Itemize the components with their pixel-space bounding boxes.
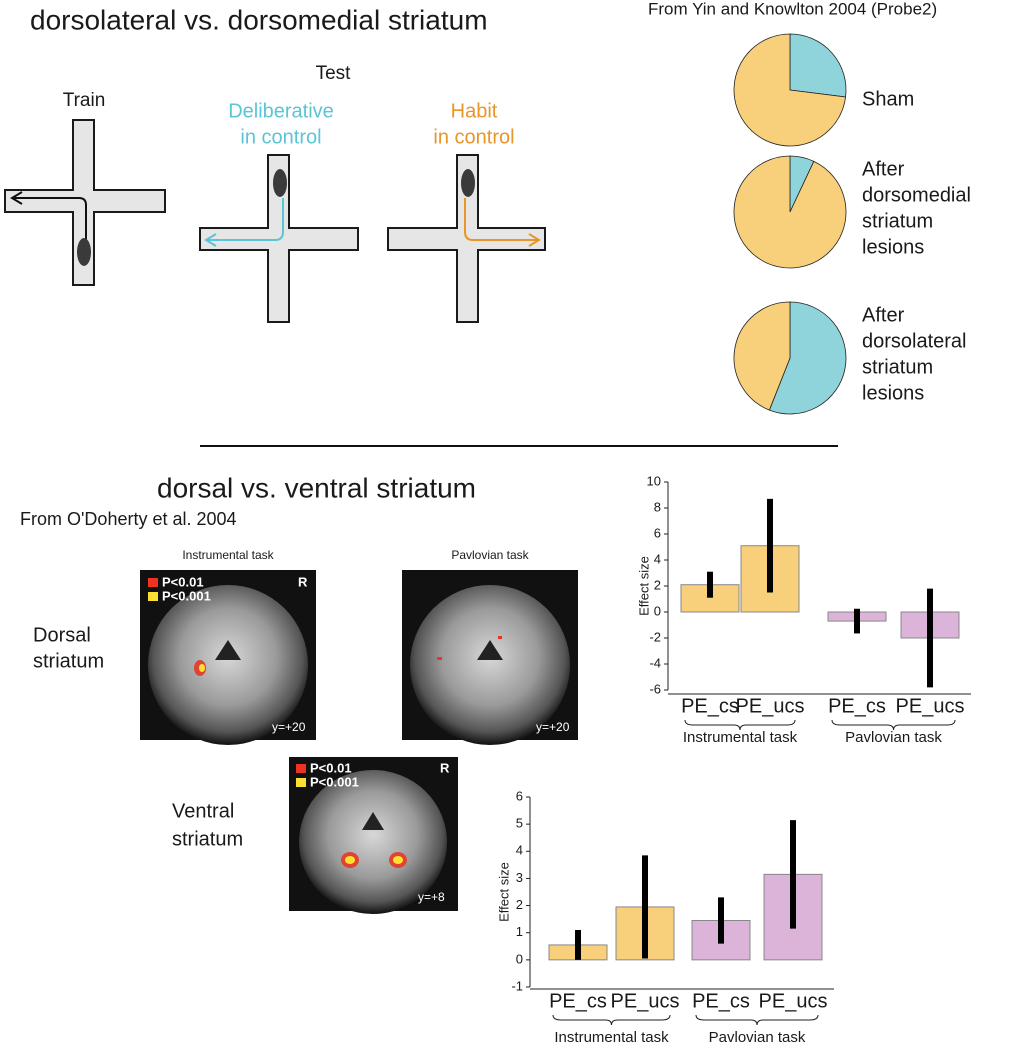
brain-legend: P<0.01	[310, 760, 352, 775]
pie-label: dorsolateral	[862, 330, 967, 352]
brain-caption: Instrumental task	[182, 548, 274, 562]
pie-slice	[733, 301, 791, 411]
y-axis-label: Effect size	[496, 862, 511, 922]
title: dorsolateral vs. dorsomedial striatum	[30, 4, 488, 35]
test-label: Test	[316, 63, 352, 84]
brain-image: P<0.01 P<0.001 R y=+20	[140, 570, 316, 745]
group-label: Pavlovian task	[845, 729, 942, 746]
pie-slice	[768, 301, 847, 415]
deliberative-label: Deliberative	[228, 100, 334, 122]
y-tick-label: 10	[647, 473, 661, 488]
region-label: striatum	[172, 828, 243, 850]
pie-label: After	[862, 158, 905, 180]
brain-caption: Pavlovian task	[451, 548, 529, 562]
group-brace	[552, 1014, 671, 1026]
maze-train	[4, 119, 166, 286]
maze-deliberative	[199, 154, 359, 323]
region-label: Ventral	[172, 800, 234, 822]
pie-label: Sham	[862, 88, 914, 110]
group-label: Instrumental task	[683, 729, 798, 746]
pie-label: dorsomedial	[862, 184, 971, 206]
brain-side: R	[440, 760, 450, 775]
section-source: From O'Doherty et al. 2004	[20, 509, 237, 529]
group-brace	[831, 719, 956, 731]
maze-habit	[387, 154, 546, 323]
x-tick-label: PE_ucs	[611, 990, 680, 1012]
brain-coord: y=+20	[536, 720, 570, 734]
deliberative-label: in control	[240, 126, 321, 148]
pie-label: lesions	[862, 236, 924, 258]
x-tick-label: PE_cs	[681, 695, 739, 717]
y-tick-label: 8	[654, 499, 661, 514]
x-tick-label: PE_ucs	[736, 695, 805, 717]
pie-slice	[789, 33, 847, 98]
pie-slice	[733, 33, 847, 147]
y-tick-label: 3	[516, 870, 523, 885]
x-tick-label: PE_ucs	[759, 990, 828, 1012]
y-tick-label: 4	[516, 843, 523, 858]
pie-source: From Yin and Knowlton 2004 (Probe2)	[648, 0, 937, 18]
pie-slice	[733, 155, 847, 269]
y-tick-label: 1	[516, 924, 523, 939]
habit-label: Habit	[451, 100, 498, 122]
y-tick-label: 0	[654, 603, 661, 618]
brain-legend: P<0.001	[162, 588, 211, 603]
section-title: dorsal vs. ventral striatum	[157, 472, 476, 503]
x-tick-label: PE_ucs	[896, 695, 965, 717]
x-tick-label: PE_cs	[549, 990, 607, 1012]
group-label: Instrumental task	[554, 1029, 669, 1046]
brain-legend: P<0.001	[310, 774, 359, 789]
y-tick-label: 5	[516, 816, 523, 831]
brain-image: P<0.01 P<0.001 R y=+8	[289, 757, 458, 914]
brain-coord: y=+20	[272, 720, 306, 734]
pie-label: striatum	[862, 356, 933, 378]
region-label: striatum	[33, 650, 104, 672]
brain-legend: P<0.01	[162, 574, 204, 589]
y-tick-label: 0	[516, 951, 523, 966]
pie-label: striatum	[862, 210, 933, 232]
brain-side: R	[298, 574, 308, 589]
x-tick-label: PE_cs	[692, 990, 750, 1012]
y-tick-label: -4	[649, 655, 661, 670]
pie-label: lesions	[862, 382, 924, 404]
habit-label: in control	[433, 126, 514, 148]
x-tick-label: PE_cs	[828, 695, 886, 717]
y-tick-label: 6	[654, 525, 661, 540]
y-tick-label: -1	[511, 978, 523, 993]
y-tick-label: 2	[654, 577, 661, 592]
group-label: Pavlovian task	[709, 1029, 806, 1046]
train-label: Train	[63, 90, 106, 111]
y-tick-label: 6	[516, 788, 523, 803]
brain-coord: y=+8	[418, 890, 445, 904]
group-brace	[684, 719, 796, 731]
y-tick-label: -2	[649, 629, 661, 644]
pie-label: After	[862, 304, 905, 326]
region-label: Dorsal	[33, 624, 91, 646]
brain-image: y=+20	[402, 570, 578, 745]
y-tick-label: 2	[516, 897, 523, 912]
y-tick-label: -6	[649, 681, 661, 696]
y-tick-label: 4	[654, 551, 661, 566]
y-axis-label: Effect size	[636, 556, 651, 616]
group-brace	[695, 1014, 819, 1026]
